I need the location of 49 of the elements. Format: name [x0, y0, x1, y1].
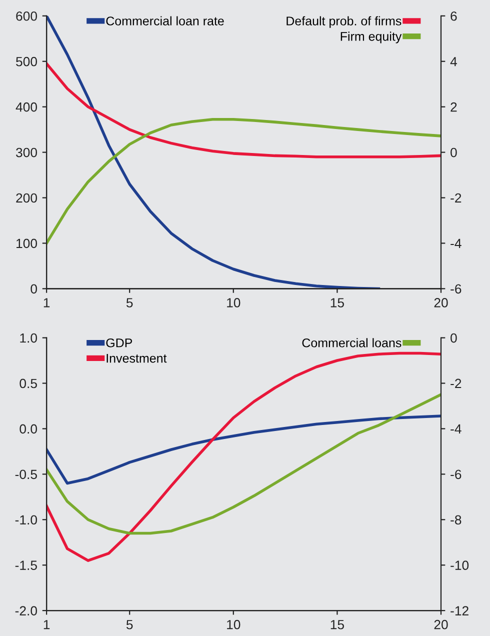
y2-tick-label: 0	[450, 333, 457, 343]
legend-label: Commercial loans	[302, 338, 402, 348]
x-tick-label: 20	[434, 298, 448, 308]
y2-tick-label: 4	[450, 57, 457, 66]
y2-tick-label: 6	[450, 11, 457, 21]
y2-tick-label: -8	[450, 515, 462, 525]
x-tick-label: 10	[227, 620, 240, 630]
line-series	[46, 62, 441, 158]
y2-tick-label: -12	[450, 606, 468, 616]
y2-tick-label: -10	[450, 560, 469, 570]
y-tick-label: 300	[16, 148, 38, 158]
y-tick-label: 1.0	[20, 333, 38, 343]
y-tick-label: 400	[16, 102, 38, 112]
line-series	[46, 414, 441, 485]
y-tick-label: -1.0	[15, 515, 38, 525]
y2-tick-label: 0	[450, 148, 457, 158]
line-series	[46, 118, 441, 245]
x-tick-label: 10	[227, 298, 240, 308]
y-tick-label: 200	[16, 193, 38, 203]
y-tick-label: 0.5	[20, 378, 37, 388]
y-tick-label: 500	[16, 56, 38, 66]
legend-label: Commercial loan rate	[106, 16, 224, 26]
legend-label: Investment	[106, 354, 167, 363]
x-tick-label: 5	[126, 298, 133, 308]
y2-tick-label: -6	[450, 470, 462, 480]
y2-tick-label: -2	[450, 193, 462, 203]
y-tick-label: 100	[16, 238, 38, 248]
x-tick-label: 1	[44, 298, 50, 308]
y-tick-label: -1.5	[15, 560, 37, 570]
legend-label: Firm equity	[340, 32, 402, 44]
y2-tick-label: 2	[450, 102, 457, 112]
x-tick-label: 1	[44, 620, 50, 630]
line-series	[46, 393, 441, 535]
x-tick-label: 5	[126, 620, 133, 630]
legend-label: GDP	[106, 338, 132, 348]
y2-tick-label: -4	[450, 424, 462, 434]
y-tick-label: 600	[16, 11, 38, 21]
y-tick-label: -2.0	[15, 606, 38, 616]
line-series	[46, 352, 441, 562]
y-tick-label: -0.5	[15, 470, 37, 480]
y-tick-label: 0	[30, 284, 38, 294]
x-tick-label: 20	[434, 620, 448, 630]
y2-tick-label: -4	[450, 238, 462, 248]
x-tick-label: 15	[330, 298, 344, 308]
y2-tick-label: -2	[450, 378, 462, 388]
legend-label: Default prob. of firms	[286, 16, 402, 28]
x-tick-label: 15	[330, 620, 344, 630]
y-tick-label: 0.0	[20, 424, 38, 434]
y2-tick-label: -6	[450, 284, 462, 294]
